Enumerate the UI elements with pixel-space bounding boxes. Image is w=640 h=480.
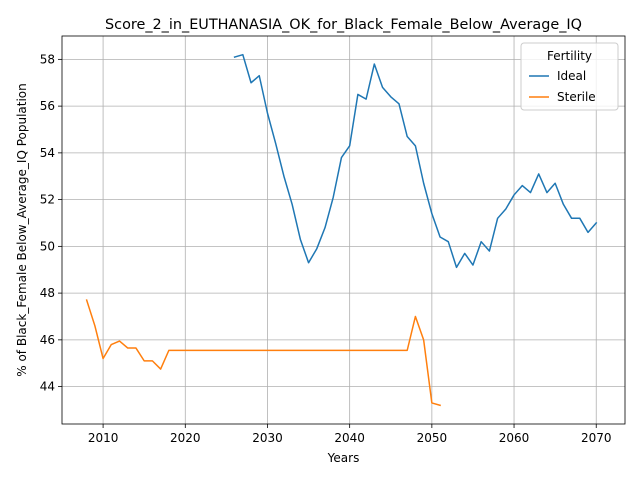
legend-label-sterile: Sterile — [557, 90, 596, 104]
x-tick-label: 2010 — [88, 431, 119, 445]
x-tick-label: 2060 — [499, 431, 530, 445]
series-line-sterile — [85, 299, 441, 407]
y-axis-ticks: 44 46 48 50 52 54 56 58 — [40, 52, 62, 394]
grid — [62, 36, 625, 424]
y-axis-title: % of Black_Female Below_Average_IQ Popul… — [15, 83, 29, 377]
x-axis-ticks: 2010 2020 2030 2040 2050 2060 2070 — [88, 424, 612, 445]
x-axis-title: Years — [327, 451, 360, 465]
y-tick-label: 46 — [40, 333, 55, 347]
series-layer — [85, 53, 598, 407]
x-tick-label: 2070 — [581, 431, 612, 445]
x-tick-label: 2040 — [334, 431, 365, 445]
y-tick-label: 54 — [40, 146, 55, 160]
legend: Fertility Ideal Sterile — [520, 42, 619, 111]
x-tick-label: 2020 — [170, 431, 201, 445]
x-tick-label: 2050 — [417, 431, 448, 445]
y-tick-label: 44 — [40, 380, 55, 394]
series-line-ideal — [233, 53, 598, 269]
chart-title: Score_2_in_EUTHANASIA_OK_for_Black_Femal… — [105, 17, 582, 33]
legend-label-ideal: Ideal — [557, 69, 586, 83]
y-tick-label: 58 — [40, 52, 55, 66]
x-tick-label: 2030 — [252, 431, 283, 445]
y-tick-label: 48 — [40, 286, 55, 300]
y-tick-label: 52 — [40, 193, 55, 207]
legend-box — [520, 42, 619, 111]
y-tick-label: 50 — [40, 239, 55, 253]
y-tick-label: 56 — [40, 99, 55, 113]
plot-frame — [61, 35, 626, 425]
legend-title: Fertility — [547, 49, 592, 63]
